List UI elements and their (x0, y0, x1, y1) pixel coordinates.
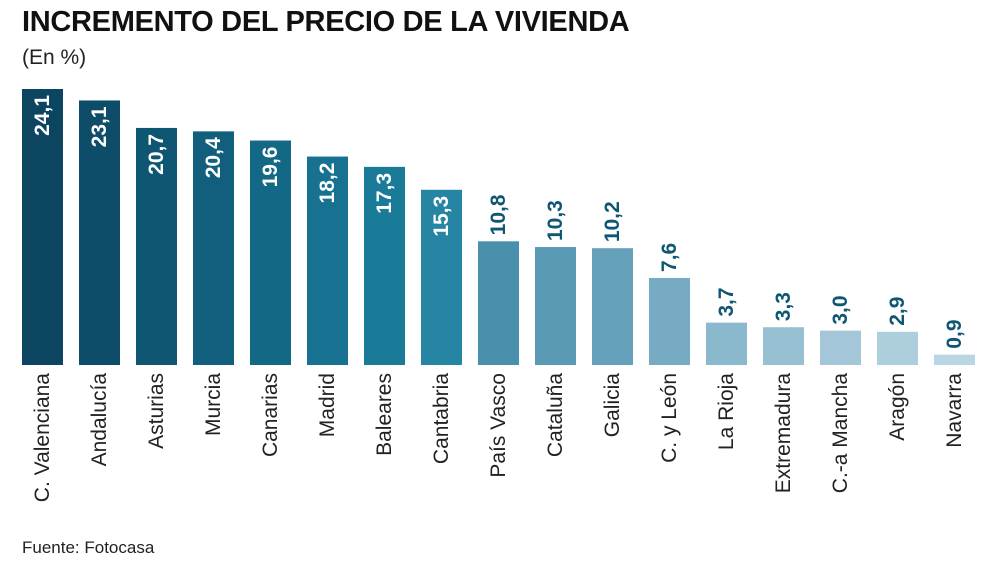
source-note: Fuente: Fotocasa (22, 538, 155, 557)
data-label: 2,9 (886, 297, 909, 326)
bar (478, 241, 519, 365)
bar (193, 131, 234, 365)
category-label: C.-a Mancha (829, 373, 852, 494)
category-label: Asturias (145, 373, 168, 449)
category-label: País Vasco (487, 373, 510, 478)
category-label: Galicia (601, 373, 624, 438)
chart-title: INCREMENTO DEL PRECIO DE LA VIVIENDA (22, 6, 630, 38)
bar (307, 156, 348, 365)
category-label: Aragón (886, 373, 909, 441)
bar (535, 247, 576, 365)
bar (934, 354, 975, 365)
data-label: 17,3 (373, 173, 396, 214)
bar (136, 127, 177, 365)
bar (706, 322, 747, 365)
category-label: C. y León (658, 373, 681, 463)
bar (820, 330, 861, 365)
category-label: La Rioja (715, 373, 738, 450)
category-label: Murcia (202, 373, 225, 436)
bar (592, 248, 633, 365)
category-label: C. Valenciana (31, 373, 54, 503)
data-label: 10,8 (487, 194, 510, 235)
data-label: 3,0 (829, 295, 852, 324)
data-label: 18,2 (316, 163, 339, 204)
data-label: 20,4 (202, 137, 225, 178)
bar (22, 89, 63, 365)
chart-subtitle: (En %) (22, 46, 87, 69)
data-label: 20,7 (145, 134, 168, 175)
data-label: 0,9 (943, 319, 966, 348)
data-label: 24,1 (31, 95, 54, 136)
data-label: 19,6 (259, 147, 282, 188)
category-label: Madrid (316, 373, 339, 437)
data-label: 7,6 (658, 243, 681, 272)
bar (250, 140, 291, 365)
data-label: 23,1 (88, 106, 111, 147)
data-label: 10,2 (601, 201, 624, 242)
category-label: Cataluña (544, 373, 567, 457)
bar (421, 189, 462, 365)
data-label: 3,7 (715, 287, 738, 316)
bar (364, 166, 405, 365)
category-label: Cantabria (430, 373, 453, 464)
bar (877, 331, 918, 365)
bar (79, 100, 120, 366)
category-label: Canarias (259, 373, 282, 457)
data-label: 15,3 (430, 196, 453, 237)
category-label: Navarra (943, 373, 966, 448)
bar (649, 277, 690, 365)
data-label: 3,3 (772, 292, 795, 321)
bar (763, 327, 804, 365)
category-label: Andalucía (88, 373, 111, 467)
category-label: Extremadura (772, 373, 795, 494)
data-label: 10,3 (544, 200, 567, 241)
category-label: Baleares (373, 373, 396, 456)
